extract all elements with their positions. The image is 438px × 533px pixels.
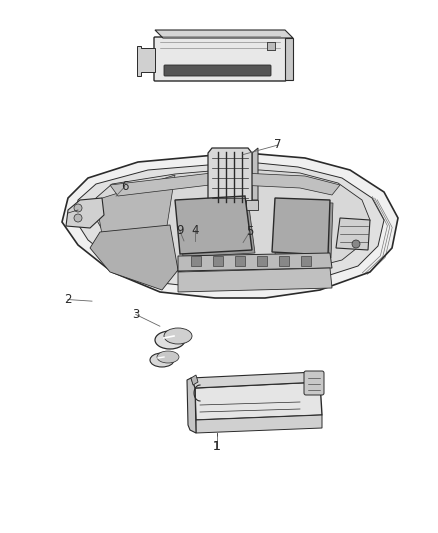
Polygon shape	[191, 372, 320, 388]
Circle shape	[74, 204, 82, 212]
Polygon shape	[62, 154, 398, 298]
Text: 4: 4	[191, 224, 199, 237]
Polygon shape	[336, 218, 370, 250]
Polygon shape	[94, 170, 370, 277]
Bar	[267, 42, 275, 50]
Bar	[213, 256, 223, 266]
Text: 2: 2	[64, 293, 72, 306]
Polygon shape	[137, 46, 155, 76]
Polygon shape	[196, 415, 322, 433]
Bar	[235, 256, 245, 266]
Text: 9: 9	[176, 224, 184, 237]
Polygon shape	[195, 382, 322, 420]
Bar	[267, 42, 275, 50]
Ellipse shape	[155, 331, 185, 349]
Ellipse shape	[157, 351, 179, 363]
Polygon shape	[90, 225, 178, 290]
Ellipse shape	[164, 328, 192, 344]
Polygon shape	[285, 38, 293, 80]
Polygon shape	[252, 148, 258, 200]
Polygon shape	[187, 378, 196, 433]
Polygon shape	[74, 163, 384, 289]
Polygon shape	[275, 201, 333, 258]
Polygon shape	[208, 148, 252, 206]
Bar	[246, 200, 258, 210]
FancyBboxPatch shape	[154, 37, 286, 81]
Text: 6: 6	[121, 180, 129, 193]
Text: 5: 5	[246, 225, 253, 238]
Bar	[279, 256, 289, 266]
Circle shape	[74, 214, 82, 222]
FancyBboxPatch shape	[304, 371, 324, 395]
Ellipse shape	[150, 353, 174, 367]
Bar	[257, 256, 267, 266]
Polygon shape	[155, 30, 293, 38]
Bar	[191, 256, 201, 266]
Polygon shape	[178, 199, 255, 257]
Polygon shape	[175, 196, 252, 254]
Polygon shape	[66, 198, 104, 228]
Polygon shape	[96, 175, 175, 270]
Bar	[301, 256, 311, 266]
Text: 1: 1	[213, 440, 221, 453]
Circle shape	[352, 240, 360, 248]
Text: 3: 3	[132, 308, 139, 321]
Bar	[202, 200, 214, 210]
Polygon shape	[178, 268, 332, 292]
Polygon shape	[110, 172, 340, 196]
FancyBboxPatch shape	[164, 65, 271, 76]
Text: 7: 7	[274, 139, 282, 151]
Polygon shape	[191, 375, 198, 385]
Polygon shape	[272, 198, 330, 255]
Text: 1: 1	[213, 440, 221, 453]
Polygon shape	[178, 253, 332, 271]
